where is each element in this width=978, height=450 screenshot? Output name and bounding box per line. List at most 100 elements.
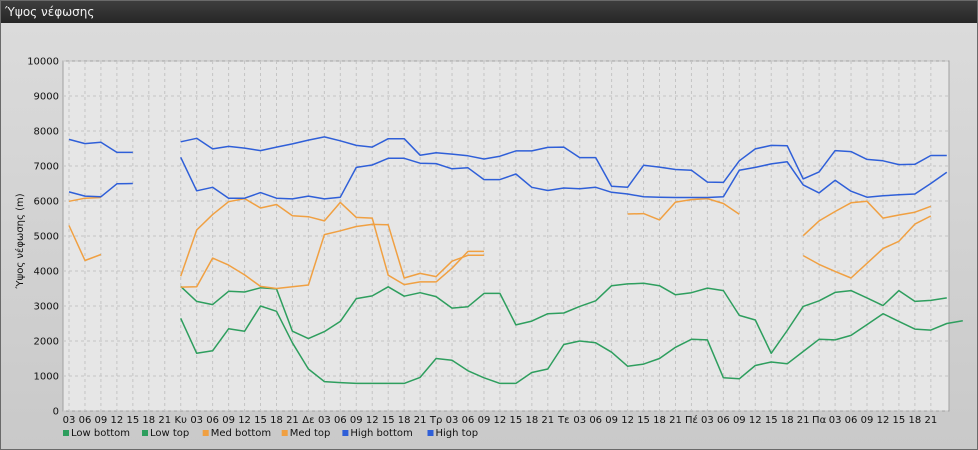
x-tick-label: 21 <box>286 415 299 426</box>
series-high-top <box>68 136 947 189</box>
y-tick-label: 6000 <box>34 197 59 208</box>
x-tick-label: 03 <box>190 415 203 426</box>
x-tick-label: 21 <box>669 415 682 426</box>
x-tick-label: 09 <box>478 415 491 426</box>
x-tick-label: 06 <box>589 415 602 426</box>
x-tick-label: 03 <box>318 415 331 426</box>
x-axis-ticks: 03 06 09 12 15 18 21 Κυ 03 06 09 12 15 18 21 Δε 03 06 09 12… <box>63 414 938 426</box>
x-tick-label: 06 <box>462 415 475 426</box>
legend-item: Med bottom <box>202 428 271 439</box>
legend-swatch <box>281 430 288 436</box>
series-low-bottom <box>180 305 963 385</box>
window-titlebar: Ύψος νέφωσης <box>1 1 977 23</box>
x-tick-label: 18 <box>781 415 794 426</box>
series-lines <box>68 136 963 385</box>
x-tick-label: 09 <box>222 415 235 426</box>
x-tick-label: Δε <box>302 415 314 426</box>
x-tick-label: Τε <box>557 415 570 426</box>
x-tick-label: Πέ <box>685 414 698 426</box>
x-tick-label: 21 <box>924 415 937 426</box>
x-tick-label: 15 <box>893 415 906 426</box>
x-tick-label: 06 <box>717 415 730 426</box>
series-line <box>68 156 948 200</box>
legend-item: Low top <box>142 428 189 439</box>
x-tick-label: 03 <box>446 415 459 426</box>
legend-label: Low bottom <box>71 428 130 439</box>
legend-label: High top <box>436 428 479 439</box>
y-tick-label: 1000 <box>34 372 59 383</box>
series-line <box>68 215 932 290</box>
legend-label: High bottom <box>350 428 412 439</box>
x-tick-label: 15 <box>765 415 778 426</box>
series-med-top <box>68 196 932 286</box>
legend-label: Low top <box>150 428 189 439</box>
legend-swatch <box>202 430 209 436</box>
series-line <box>68 136 947 189</box>
series-low-top <box>180 282 947 355</box>
x-tick-label: 03 <box>63 415 76 426</box>
legend-item: Med top <box>281 428 331 439</box>
y-tick-label: 10000 <box>27 57 59 68</box>
y-axis-label: Ύψος νέφωσης (m) <box>14 193 26 289</box>
y-tick-label: 4000 <box>34 267 59 278</box>
x-tick-label: 15 <box>510 415 523 426</box>
x-tick-label: 12 <box>877 415 890 426</box>
x-tick-label: 12 <box>749 415 762 426</box>
x-tick-label: 06 <box>206 415 219 426</box>
x-tick-label: Κυ <box>175 415 188 426</box>
x-tick-label: 06 <box>334 415 347 426</box>
legend-item: High top <box>427 428 479 439</box>
legend-item: High bottom <box>342 428 413 439</box>
y-tick-label: 0 <box>53 407 59 418</box>
x-tick-label: 03 <box>573 415 586 426</box>
x-tick-label: 03 <box>829 415 842 426</box>
x-tick-label: Πα <box>812 415 827 426</box>
legend-swatch <box>63 430 69 436</box>
x-tick-label: 09 <box>95 415 108 426</box>
x-tick-label: 18 <box>270 415 283 426</box>
series-line <box>180 282 947 355</box>
x-tick-label: 15 <box>126 415 139 426</box>
x-tick-label: 15 <box>637 415 650 426</box>
series-high-bottom <box>68 156 948 200</box>
y-tick-label: 7000 <box>34 162 59 173</box>
series-line <box>180 305 963 385</box>
y-axis-ticks: 0 1000 2000 3000 4000 5000 6000 7000 8000 9000 100… <box>27 57 59 418</box>
y-tick-label: 5000 <box>34 232 59 243</box>
legend-swatch <box>142 430 148 436</box>
x-tick-label: 21 <box>797 415 810 426</box>
x-tick-label: 18 <box>909 415 922 426</box>
x-tick-label: 09 <box>733 415 746 426</box>
legend-item: Low bottom <box>63 428 130 439</box>
x-tick-label: 03 <box>701 415 714 426</box>
x-tick-label: 09 <box>861 415 874 426</box>
y-tick-label: 8000 <box>34 127 59 138</box>
x-tick-label: 18 <box>653 415 666 426</box>
series-line <box>68 196 932 286</box>
x-tick-label: 12 <box>494 415 507 426</box>
x-tick-label: 12 <box>111 415 124 426</box>
y-tick-label: 3000 <box>34 302 59 313</box>
x-tick-label: 12 <box>621 415 634 426</box>
legend-label: Med top <box>290 428 331 439</box>
x-tick-label: 09 <box>605 415 618 426</box>
x-tick-label: 12 <box>238 415 251 426</box>
x-tick-label: 12 <box>366 415 379 426</box>
x-tick-label: 21 <box>158 415 171 426</box>
x-tick-label: 21 <box>541 415 554 426</box>
x-tick-label: 06 <box>845 415 858 426</box>
x-tick-label: 15 <box>382 415 395 426</box>
legend-swatch <box>427 430 434 436</box>
legend-swatch <box>342 430 349 436</box>
series-med-bottom <box>68 215 932 290</box>
window-title: Ύψος νέφωσης <box>5 5 95 19</box>
x-tick-label: Τρ <box>429 415 442 426</box>
x-tick-label: 21 <box>414 415 427 426</box>
x-tick-label: 15 <box>254 415 267 426</box>
x-tick-label: 09 <box>350 415 363 426</box>
x-tick-label: 18 <box>398 415 411 426</box>
legend: Low bottom Low top Med bottom Med top High b… <box>63 428 478 439</box>
grid-lines <box>63 60 949 412</box>
